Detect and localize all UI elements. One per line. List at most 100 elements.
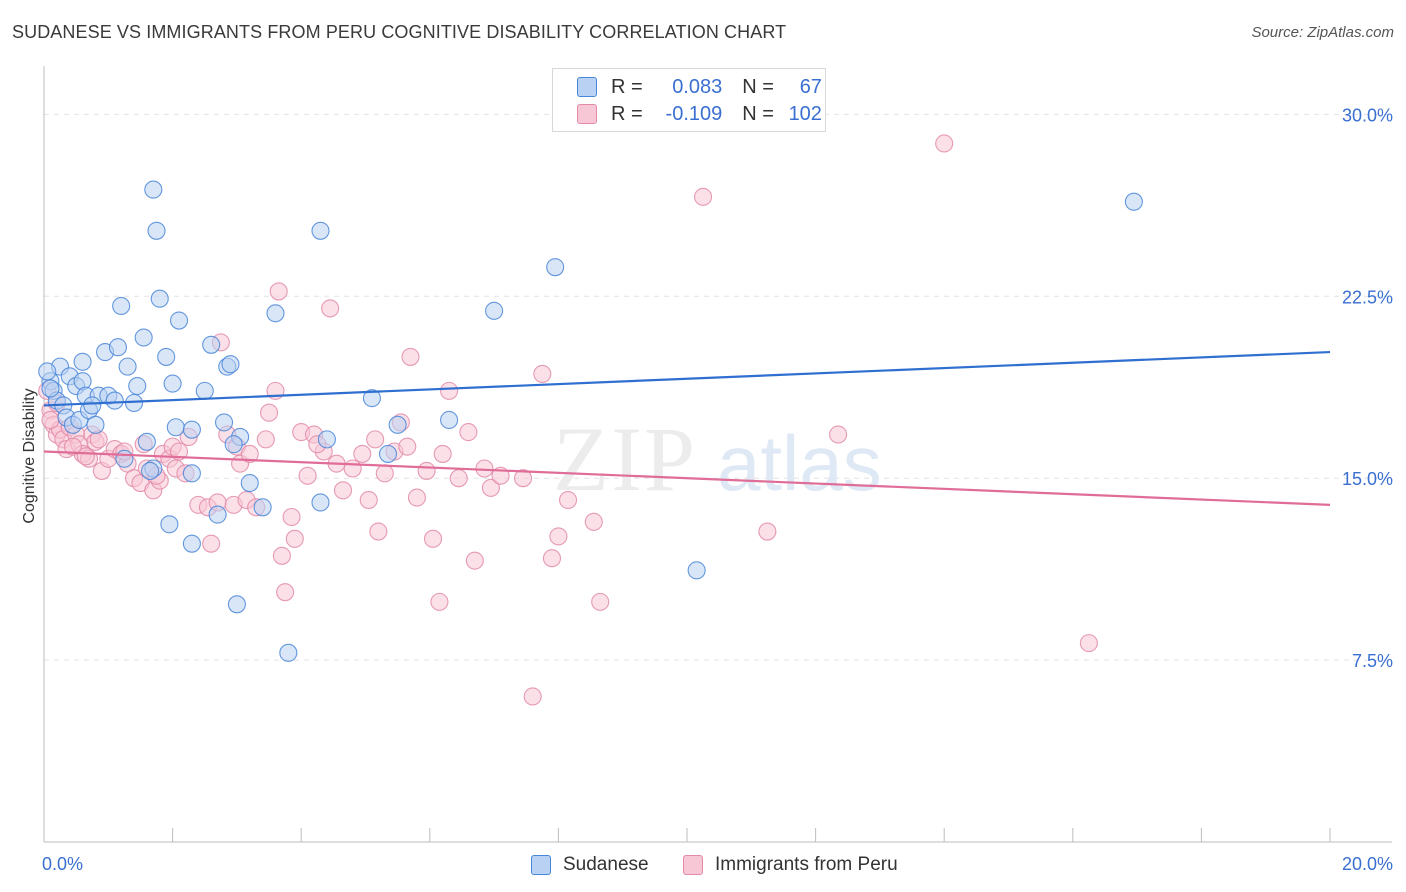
sudanese-point — [440, 410, 459, 430]
peru-point — [549, 527, 568, 546]
peru-point — [440, 381, 459, 400]
sudanese-point — [227, 595, 246, 614]
peru-point — [533, 364, 552, 383]
sudanese-point — [388, 415, 407, 434]
watermark: ZIP atlas — [553, 408, 882, 510]
bottom-legend-label-peru: Immigrants from Peru — [715, 854, 898, 875]
trend-lines — [43, 350, 1331, 506]
peru-point — [366, 430, 385, 449]
bottom-legend-label-sudanese: Sudanese — [563, 854, 649, 875]
peru-point — [829, 425, 848, 444]
sudanese-point — [134, 328, 153, 347]
sudanese-point — [137, 432, 156, 451]
legend-row-peru: R = -0.109 N = 102 — [577, 101, 822, 127]
peru-point — [542, 549, 562, 568]
sudanese-point — [485, 301, 504, 320]
peru-point — [202, 534, 221, 553]
legend-swatch-peru — [577, 104, 597, 124]
sudanese-point — [311, 221, 330, 240]
peru-point — [321, 299, 340, 318]
legend: R = 0.083 N = 67 R = -0.109 N = 102 — [552, 68, 826, 132]
sudanese-point — [182, 464, 201, 483]
sudanese-point — [166, 418, 185, 437]
peru-point — [591, 592, 610, 611]
peru-point — [558, 490, 578, 510]
peru-point — [758, 522, 777, 541]
peru-point — [343, 459, 362, 478]
peru-point — [41, 410, 60, 430]
legend-n-value: 102 — [788, 102, 822, 125]
x-tick-labels: 0.0% 20.0% — [42, 854, 1393, 874]
peru-point — [256, 430, 275, 449]
legend-row-sudanese: R = 0.083 N = 67 — [577, 74, 822, 100]
axes — [43, 66, 1392, 843]
sudanese-point — [41, 379, 60, 398]
watermark-atlas: atlas — [717, 419, 882, 507]
watermark-zip: ZIP — [553, 408, 697, 510]
sudanese-point — [224, 435, 243, 454]
chart-title: SUDANESE VS IMMIGRANTS FROM PERU COGNITI… — [12, 22, 787, 42]
legend-r-label: R = — [611, 102, 643, 125]
peru-point — [584, 512, 603, 531]
y-tick-label: 15.0% — [1342, 469, 1393, 489]
y-axis-label: Cognitive Disability — [21, 388, 38, 523]
peru-point — [433, 444, 452, 463]
legend-n-value: 67 — [799, 75, 822, 98]
peru-point — [298, 466, 317, 485]
peru-point — [269, 282, 288, 301]
peru-point — [369, 522, 388, 541]
y-tick-label: 22.5% — [1342, 287, 1393, 307]
peru-point — [285, 529, 304, 548]
sudanese-point — [118, 357, 137, 376]
sudanese-point — [311, 493, 330, 512]
sudanese-point — [214, 413, 234, 432]
gridlines — [44, 113, 1392, 661]
sudanese-point — [687, 561, 706, 580]
source-label: Source: ZipAtlas.com — [1251, 24, 1394, 41]
peru-point — [694, 187, 713, 206]
sudanese-point — [266, 304, 285, 323]
sudanese-point — [546, 258, 565, 277]
peru-trend-line — [43, 450, 1331, 506]
sudanese-trend-line — [43, 350, 1331, 407]
peru-point — [407, 488, 426, 507]
peru-point — [935, 134, 954, 153]
peru-point — [401, 347, 420, 366]
peru-point — [481, 478, 500, 497]
peru-point — [259, 403, 279, 422]
sudanese-point — [141, 461, 160, 480]
legend-n-label: N = — [742, 102, 774, 125]
sudanese-point — [86, 415, 105, 434]
peru-point — [76, 447, 95, 466]
y-tick-label: 30.0% — [1342, 105, 1393, 125]
series-sudanese-points — [38, 180, 1143, 662]
sudanese-point — [182, 534, 201, 553]
peru-point — [1079, 634, 1098, 653]
peru-point — [282, 507, 301, 527]
peru-point — [240, 444, 259, 463]
sudanese-point — [253, 498, 272, 517]
sudanese-point — [240, 473, 259, 493]
sudanese-point — [147, 221, 166, 240]
peru-point — [430, 592, 449, 611]
peru-point — [63, 437, 82, 456]
peru-point — [523, 687, 542, 706]
sudanese-point — [105, 391, 124, 410]
peru-point — [398, 437, 417, 456]
sudanese-point — [112, 296, 131, 316]
x-tick-label: 0.0% — [42, 854, 83, 874]
sudanese-point — [208, 505, 227, 524]
legend-r-label: R = — [611, 75, 643, 98]
sudanese-point — [169, 311, 189, 330]
legend-r-value: -0.109 — [665, 102, 723, 125]
sudanese-point — [157, 347, 176, 366]
sudanese-point — [221, 355, 240, 374]
peru-point — [169, 442, 189, 461]
sudanese-point — [1124, 192, 1143, 211]
series-peru-points — [38, 134, 1098, 706]
sudanese-point — [362, 389, 381, 408]
y-tick-labels: 7.5% 15.0% 22.5% 30.0% — [1342, 105, 1393, 671]
peru-point — [459, 423, 478, 442]
legend-r-value: 0.083 — [672, 75, 723, 98]
